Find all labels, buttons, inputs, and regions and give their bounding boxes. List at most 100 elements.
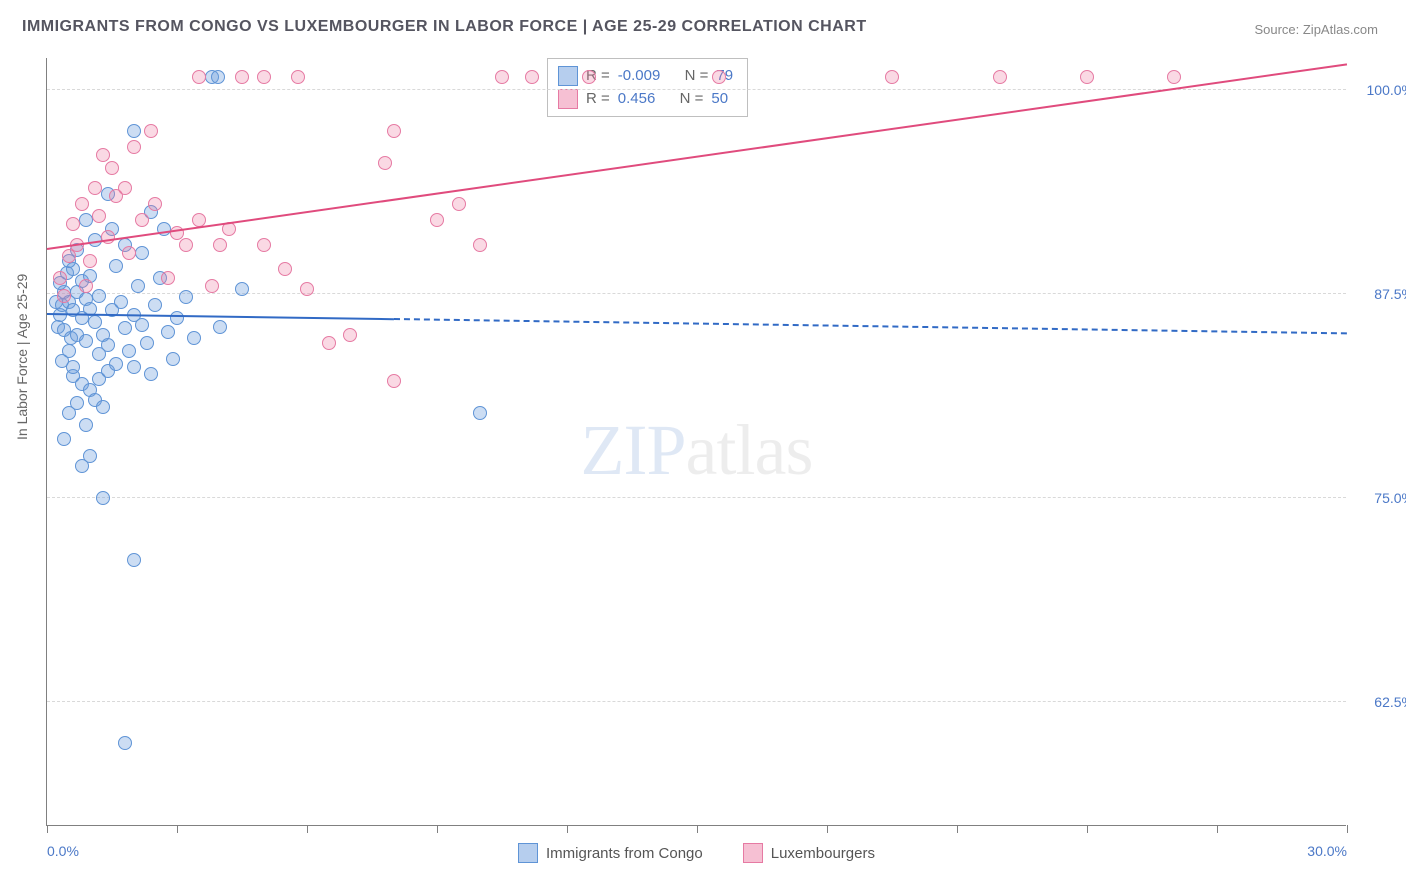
source-value: ZipAtlas.com xyxy=(1303,22,1378,37)
data-point xyxy=(96,148,110,162)
data-point xyxy=(83,254,97,268)
data-point xyxy=(96,400,110,414)
x-tick xyxy=(1347,825,1348,833)
plot-area: ZIPatlas R = -0.009 N = 79 R = 0.456 N =… xyxy=(46,58,1346,826)
data-point xyxy=(993,70,1007,84)
data-point xyxy=(79,334,93,348)
x-tick xyxy=(567,825,568,833)
x-tick xyxy=(47,825,48,833)
x-tick xyxy=(177,825,178,833)
legend-item-blue: Immigrants from Congo xyxy=(518,843,703,863)
x-tick xyxy=(697,825,698,833)
data-point xyxy=(62,406,76,420)
legend-label-blue: Immigrants from Congo xyxy=(546,845,703,862)
data-point xyxy=(179,238,193,252)
data-point xyxy=(75,459,89,473)
x-tick xyxy=(1087,825,1088,833)
gridline xyxy=(47,89,1346,90)
data-point xyxy=(122,246,136,260)
data-point xyxy=(148,197,162,211)
data-point xyxy=(53,271,67,285)
data-point xyxy=(105,161,119,175)
data-point xyxy=(452,197,466,211)
data-point xyxy=(127,124,141,138)
swatch-blue xyxy=(558,66,578,86)
legend-swatch-blue xyxy=(518,843,538,863)
data-point xyxy=(192,70,206,84)
data-point xyxy=(582,70,596,84)
data-point xyxy=(57,432,71,446)
y-tick-label: 62.5% xyxy=(1374,694,1406,710)
data-point xyxy=(127,360,141,374)
data-point xyxy=(495,70,509,84)
x-tick xyxy=(307,825,308,833)
watermark: ZIPatlas xyxy=(581,408,813,491)
data-point xyxy=(92,289,106,303)
data-point xyxy=(213,238,227,252)
data-point xyxy=(57,289,71,303)
data-point xyxy=(257,70,271,84)
data-point xyxy=(170,311,184,325)
legend-item-pink: Luxembourgers xyxy=(743,843,875,863)
data-point xyxy=(118,736,132,750)
data-point xyxy=(187,331,201,345)
data-point xyxy=(62,249,76,263)
y-tick-label: 75.0% xyxy=(1374,490,1406,506)
data-point xyxy=(378,156,392,170)
data-point xyxy=(179,290,193,304)
data-point xyxy=(135,213,149,227)
n-label: N = xyxy=(685,65,709,88)
data-point xyxy=(387,124,401,138)
data-point xyxy=(135,318,149,332)
data-point xyxy=(109,259,123,273)
data-point xyxy=(387,374,401,388)
data-point xyxy=(79,418,93,432)
r-value-pink: 0.456 xyxy=(618,88,656,111)
data-point xyxy=(235,70,249,84)
data-point xyxy=(1080,70,1094,84)
data-point xyxy=(88,181,102,195)
swatch-pink xyxy=(558,89,578,109)
source-attribution: Source: ZipAtlas.com xyxy=(1254,22,1378,37)
stats-row-pink: R = 0.456 N = 50 xyxy=(558,88,733,111)
trend-line xyxy=(394,318,1347,334)
data-point xyxy=(109,357,123,371)
chart-title: IMMIGRANTS FROM CONGO VS LUXEMBOURGER IN… xyxy=(22,18,867,36)
data-point xyxy=(140,336,154,350)
y-axis-label: In Labor Force | Age 25-29 xyxy=(14,274,30,440)
x-tick xyxy=(437,825,438,833)
data-point xyxy=(79,213,93,227)
y-tick-label: 100.0% xyxy=(1367,82,1406,98)
data-point xyxy=(144,124,158,138)
data-point xyxy=(322,336,336,350)
data-point xyxy=(278,262,292,276)
r-label: R = xyxy=(586,88,610,111)
data-point xyxy=(712,70,726,84)
watermark-atlas: atlas xyxy=(686,409,813,489)
x-tick-label: 0.0% xyxy=(47,843,79,859)
x-tick-label: 30.0% xyxy=(1307,843,1347,859)
x-tick xyxy=(1217,825,1218,833)
n-label: N = xyxy=(680,88,704,111)
data-point xyxy=(75,197,89,211)
data-point xyxy=(135,246,149,260)
data-point xyxy=(161,271,175,285)
data-point xyxy=(66,360,80,374)
n-value-pink: 50 xyxy=(711,88,728,111)
x-tick xyxy=(957,825,958,833)
data-point xyxy=(118,321,132,335)
data-point xyxy=(473,238,487,252)
r-value-blue: -0.009 xyxy=(618,65,661,88)
data-point xyxy=(148,298,162,312)
data-point xyxy=(127,553,141,567)
data-point xyxy=(161,325,175,339)
data-point xyxy=(1167,70,1181,84)
data-point xyxy=(211,70,225,84)
data-point xyxy=(235,282,249,296)
gridline xyxy=(47,497,1346,498)
legend-label-pink: Luxembourgers xyxy=(771,845,875,862)
data-point xyxy=(300,282,314,296)
data-point xyxy=(101,338,115,352)
data-point xyxy=(257,238,271,252)
data-point xyxy=(525,70,539,84)
